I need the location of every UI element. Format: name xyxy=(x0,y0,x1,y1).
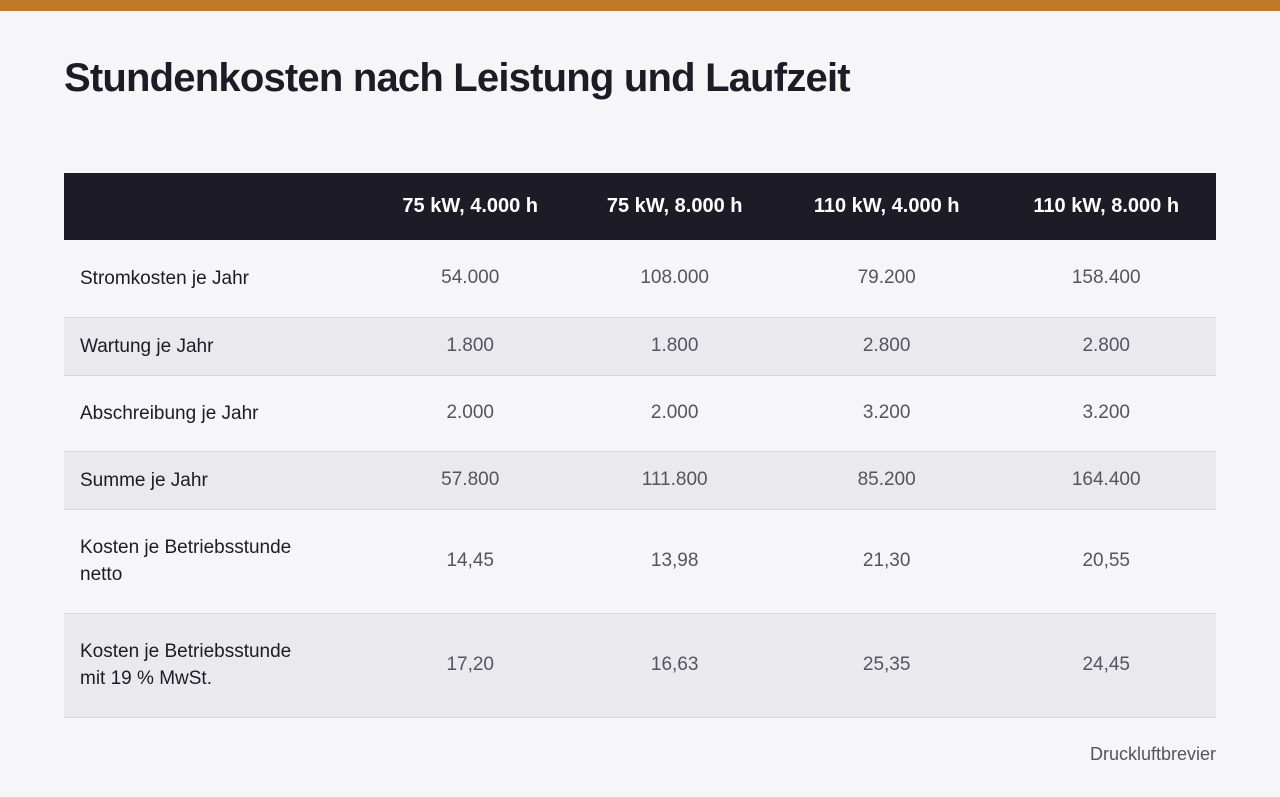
header-cell-110kw-8000h: 110 kW, 8.000 h xyxy=(996,173,1216,240)
cost-table: 75 kW, 4.000 h 75 kW, 8.000 h 110 kW, 4.… xyxy=(64,173,1216,718)
header-cell-110kw-4000h: 110 kW, 4.000 h xyxy=(776,173,997,240)
table-cell: 20,55 xyxy=(996,509,1216,614)
table-row: Wartung je Jahr 1.800 1.800 2.800 2.800 xyxy=(64,317,1216,376)
table-cell: 25,35 xyxy=(776,613,997,718)
table-row: Summe je Jahr 57.800 111.800 85.200 164.… xyxy=(64,451,1216,510)
table-cell: 1.800 xyxy=(368,317,573,376)
table-cell: 2.800 xyxy=(776,317,997,376)
table-header-row: 75 kW, 4.000 h 75 kW, 8.000 h 110 kW, 4.… xyxy=(64,173,1216,240)
table-row: Stromkosten je Jahr 54.000 108.000 79.20… xyxy=(64,240,1216,318)
table-row: Kosten je Betriebsstunde mit 19 % MwSt. … xyxy=(64,613,1216,718)
table-cell: 2.000 xyxy=(572,375,777,452)
table-cell: 3.200 xyxy=(776,375,997,452)
table-cell: 85.200 xyxy=(776,451,997,510)
source-credit: Druckluftbrevier xyxy=(1089,744,1216,764)
row-label: Kosten je Betriebsstunde mit 19 % MwSt. xyxy=(64,613,368,718)
table-cell: 3.200 xyxy=(996,375,1216,452)
header-cell-75kw-4000h: 75 kW, 4.000 h xyxy=(368,173,573,240)
table-cell: 17,20 xyxy=(368,613,573,718)
table-cell: 111.800 xyxy=(572,451,777,510)
table-row: Abschreibung je Jahr 2.000 2.000 3.200 3… xyxy=(64,375,1216,452)
table-cell: 1.800 xyxy=(572,317,777,376)
row-label: Wartung je Jahr xyxy=(64,317,368,376)
row-label: Summe je Jahr xyxy=(64,451,368,510)
accent-bar xyxy=(0,0,1280,11)
table-cell: 108.000 xyxy=(572,240,777,318)
table-cell: 158.400 xyxy=(996,240,1216,318)
table-cell: 54.000 xyxy=(368,240,573,318)
table-cell: 13,98 xyxy=(572,509,777,614)
table-row: Kosten je Betriebsstunde netto 14,45 13,… xyxy=(64,509,1216,614)
page-title: Stundenkosten nach Leistung und Laufzeit xyxy=(64,56,851,100)
row-label: Abschreibung je Jahr xyxy=(64,375,368,452)
header-cell-75kw-8000h: 75 kW, 8.000 h xyxy=(572,173,777,240)
row-label: Kosten je Betriebsstunde netto xyxy=(64,509,368,614)
table-cell: 2.000 xyxy=(368,375,573,452)
table-cell: 24,45 xyxy=(996,613,1216,718)
header-cell-label xyxy=(64,173,368,240)
table-cell: 16,63 xyxy=(572,613,777,718)
table-cell: 21,30 xyxy=(776,509,997,614)
table-cell: 79.200 xyxy=(776,240,997,318)
row-label: Stromkosten je Jahr xyxy=(64,240,368,318)
table-cell: 2.800 xyxy=(996,317,1216,376)
table-cell: 164.400 xyxy=(996,451,1216,510)
table-cell: 57.800 xyxy=(368,451,573,510)
table-cell: 14,45 xyxy=(368,509,573,614)
